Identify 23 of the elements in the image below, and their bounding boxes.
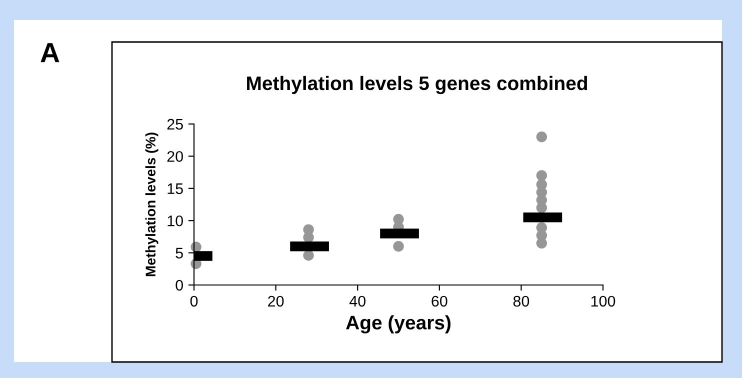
point [536,170,548,181]
x-axis-title: Age (years) [346,315,450,334]
text: A [40,43,60,62]
y-tick-label: 25 [167,118,183,130]
point [536,179,548,190]
chart-title: Methylation levels 5 genes combined [247,76,588,94]
y-tick-label: 0 [176,280,183,291]
x-tick-label: 0 [190,296,198,307]
point [303,224,314,235]
point [303,250,314,261]
x-tick-label: 60 [432,296,448,307]
y-tick-label: 5 [176,248,183,258]
y-tick-label: 10 [168,215,183,226]
x-tick-label: 20 [268,296,284,307]
y-tick-label: 15 [168,183,183,194]
point [393,214,404,225]
x-tick-label: 100 [591,296,616,307]
y-tick-label: 20 [167,151,183,162]
x-tick-label: 40 [349,296,366,307]
point [393,240,404,252]
y-axis-title: Methylation levels (%) [145,132,158,276]
x-tick-label: 80 [513,296,530,307]
point [536,132,548,142]
